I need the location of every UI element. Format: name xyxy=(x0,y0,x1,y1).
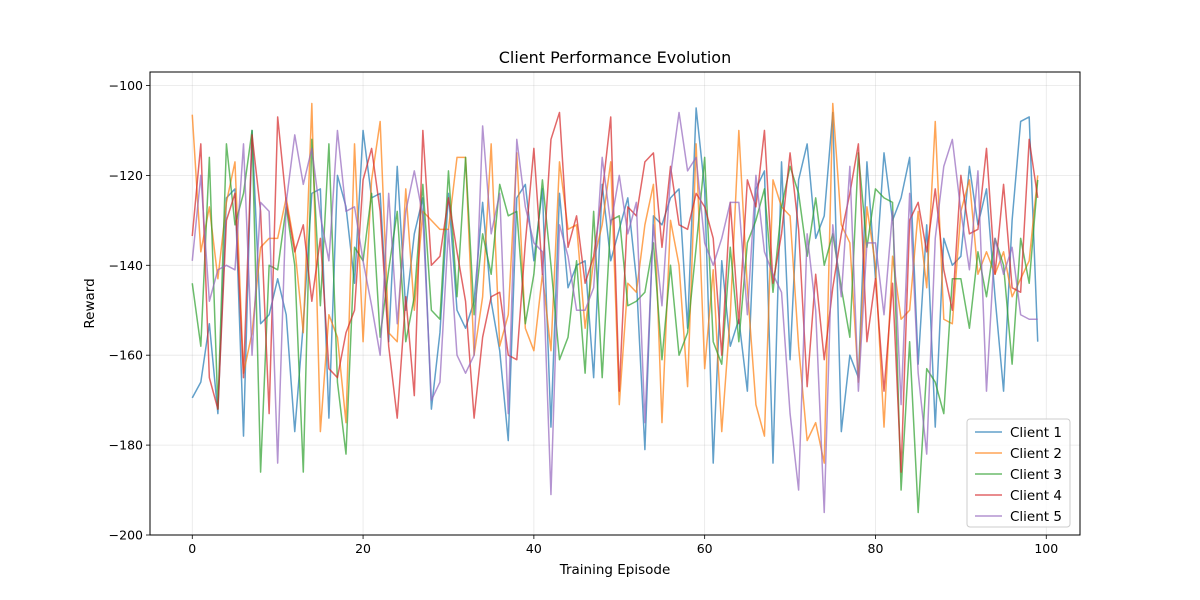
y-tick-label: −160 xyxy=(109,348,143,363)
legend-box xyxy=(966,418,1071,528)
x-axis-label: Training Episode xyxy=(559,562,671,578)
x-tick-label: 40 xyxy=(526,541,542,556)
series-line-client-4 xyxy=(191,111,1039,473)
x-tick-label: 20 xyxy=(355,541,371,556)
legend: Client 1 Client 2 Client 3 Client 4 Client 5 xyxy=(966,418,1071,528)
legend-label: Client 5 xyxy=(1010,509,1062,525)
x-tick-label: 60 xyxy=(697,541,713,556)
y-axis-label: Reward xyxy=(82,278,98,328)
ticks: 0 20 40 60 80 100 −200 −180 −160 −140 −120 −100 xyxy=(109,78,1059,556)
x-tick-label: 80 xyxy=(868,541,884,556)
legend-label: Client 2 xyxy=(1010,446,1062,462)
plot-frame xyxy=(149,71,1081,536)
legend-label: Client 1 xyxy=(1010,425,1062,441)
x-tick-label: 100 xyxy=(1034,541,1058,556)
series-line-client-3 xyxy=(191,129,1039,514)
y-tick-label: −140 xyxy=(109,258,143,273)
y-tick-label: −180 xyxy=(109,438,143,453)
chart-title: Client Performance Evolution xyxy=(499,48,731,67)
y-tick-label: −100 xyxy=(109,78,143,93)
legend-label: Client 4 xyxy=(1010,488,1062,504)
series-line-client-2 xyxy=(191,102,1039,464)
y-tick-label: −200 xyxy=(109,528,143,543)
x-tick-label: 0 xyxy=(188,541,196,556)
legend-label: Client 3 xyxy=(1010,467,1062,483)
series-line-client-5 xyxy=(191,111,1038,514)
series-lines xyxy=(191,102,1039,514)
y-tick-label: −120 xyxy=(109,168,143,183)
